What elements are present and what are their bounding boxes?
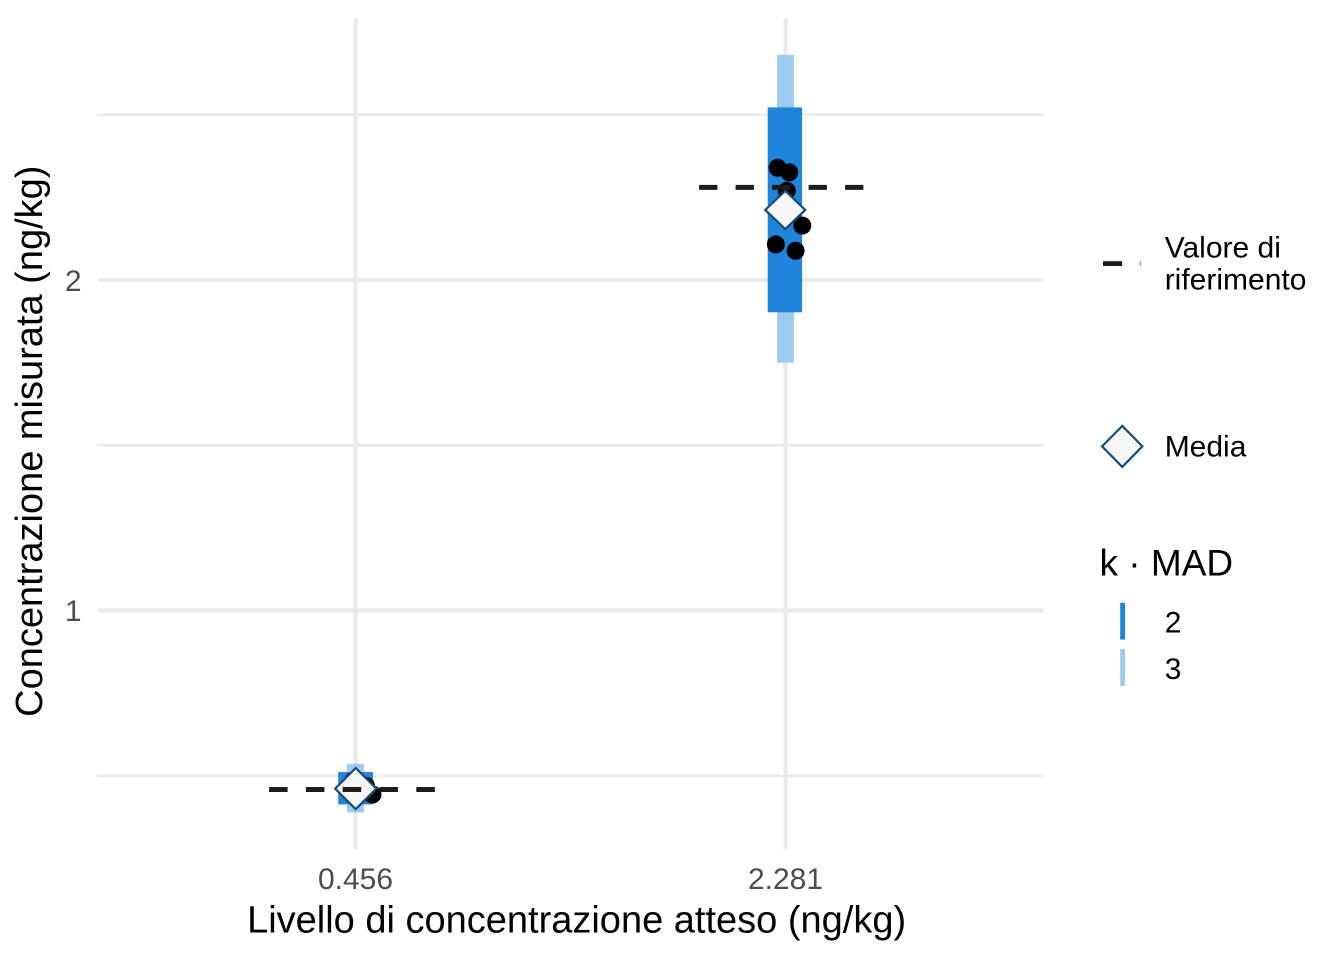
svg-text:Valore di: Valore di [1165,231,1281,264]
svg-text:Concentrazione misurata (ng/kg: Concentrazione misurata (ng/kg) [9,166,51,717]
svg-text:Livello di concentrazione atte: Livello di concentrazione atteso (ng/kg) [247,899,906,941]
svg-text:2: 2 [65,265,82,298]
svg-text:k · MAD: k · MAD [1100,542,1234,583]
svg-text:riferimento: riferimento [1165,264,1307,297]
svg-text:1: 1 [65,595,82,628]
svg-text:2: 2 [1165,607,1182,640]
svg-text:3: 3 [1165,653,1182,686]
svg-text:Media: Media [1165,430,1247,463]
svg-text:2.281: 2.281 [748,863,823,896]
svg-text:0.456: 0.456 [318,863,393,896]
